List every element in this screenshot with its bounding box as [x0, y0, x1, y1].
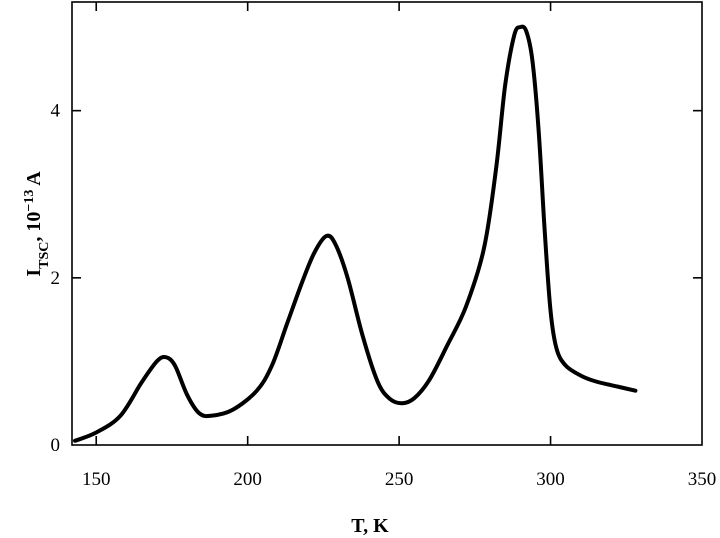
y-axis-title: ITSC, 10−13 A: [22, 171, 52, 277]
x-tick-label: 250: [385, 469, 414, 490]
series-line: [73, 24, 638, 443]
axis-ticks: [72, 2, 702, 445]
y-tick-label: 0: [51, 435, 61, 456]
axis-tick-labels: 150 200 250 300 350 0 2 4: [51, 101, 717, 490]
y-label-rest: , 10: [23, 212, 45, 242]
y-label-unit: A: [23, 171, 45, 190]
x-axis-title: T, K: [351, 515, 389, 537]
y-tick-label: 2: [51, 268, 61, 289]
y-label-main: I: [23, 269, 45, 277]
x-tick-label: 300: [536, 469, 565, 490]
x-tick-label: 350: [688, 469, 717, 490]
y-tick-label: 4: [51, 101, 61, 122]
y-label-subscript: TSC: [37, 242, 52, 269]
plot-frame: [71, 1, 703, 446]
x-tick-label: 200: [233, 469, 262, 490]
y-label-exponent: −13: [22, 190, 37, 212]
x-tick-label: 150: [82, 469, 111, 490]
